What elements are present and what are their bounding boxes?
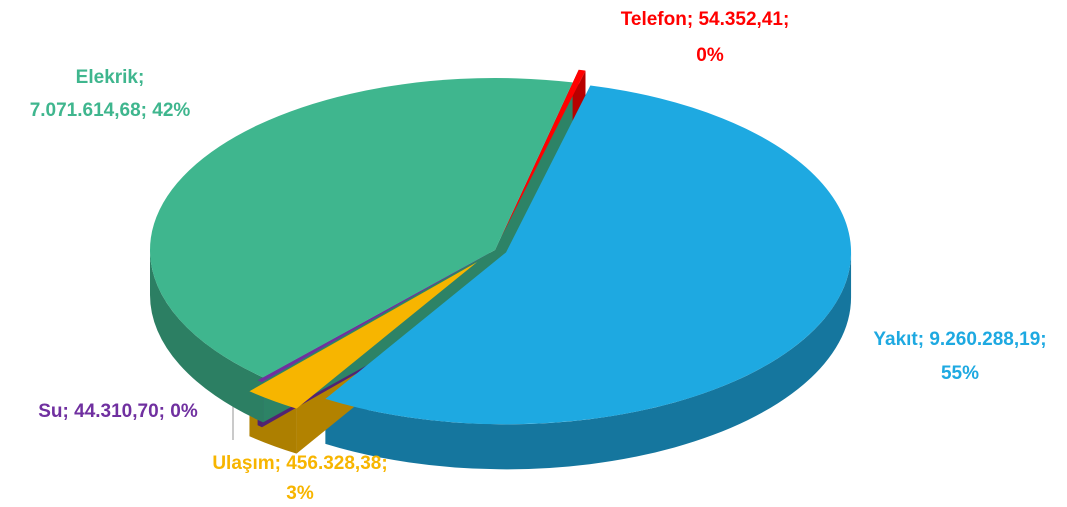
data-label: Su; 44.310,70; 0% [38, 401, 198, 422]
slice-tops [150, 69, 852, 425]
slice-side [150, 250, 264, 423]
slice [249, 262, 478, 409]
data-label: 7.071.614,68; 42% [30, 100, 191, 121]
slice [325, 85, 852, 425]
slice [257, 252, 490, 383]
data-label: Ulaşım; 456.328,38; [212, 453, 387, 474]
data-label: Yakıt; 9.260.288,19; [873, 329, 1046, 350]
data-label: 0% [696, 45, 724, 66]
data-label: Telefon; 54.352,41; [621, 9, 790, 30]
slice [150, 78, 573, 378]
slice-side [325, 252, 852, 470]
data-label: 55% [941, 363, 979, 384]
slice [501, 69, 586, 238]
data-label: 3% [286, 483, 314, 504]
data-label: Elekrik; [76, 67, 145, 88]
